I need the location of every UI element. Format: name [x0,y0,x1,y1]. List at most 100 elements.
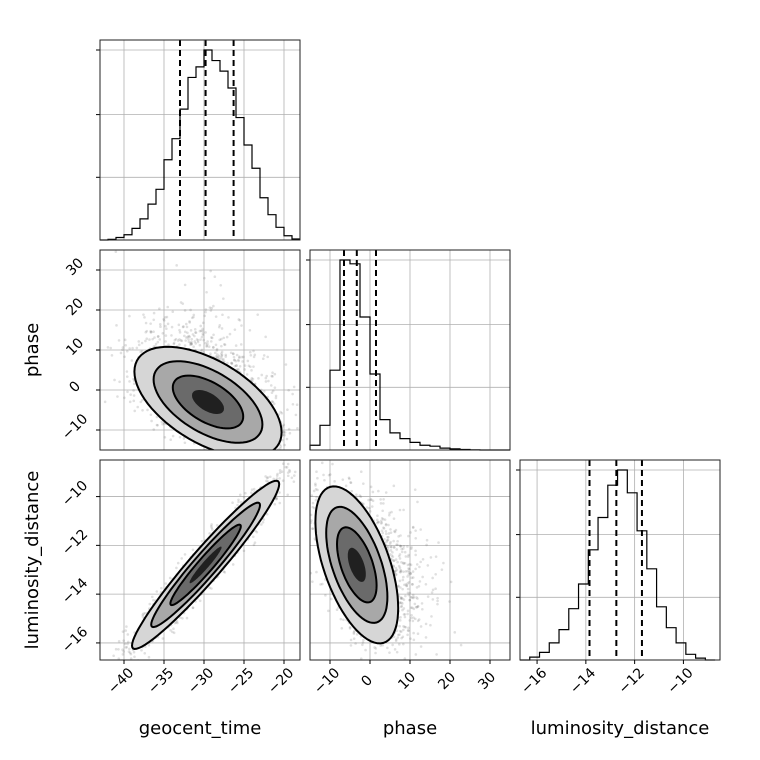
scatter-point [225,335,229,339]
scatter-point [291,402,295,406]
hist-panel-phase [306,249,511,451]
scatter-point [152,428,156,431]
scatter-point [189,308,192,312]
scatter-point [117,661,120,664]
scatter-point [176,621,179,625]
scatter-point [240,324,243,327]
hist-panel-luminosity_distance [516,459,721,661]
scatter-point [143,651,147,655]
scatter-point [234,364,238,368]
scatter-point [220,327,224,330]
scatter-point [152,311,156,315]
scatter-point [128,651,132,655]
scatter-point [201,454,204,457]
scatter-point [128,347,131,350]
scatter-point [281,424,285,428]
scatter-point [194,331,197,334]
scatter-point [271,400,275,404]
scatter-point [161,332,165,335]
scatter-point [177,323,181,327]
scatter-point [282,462,285,466]
scatter-point [161,422,164,426]
scatter-point [125,375,129,378]
scatter-point [270,391,274,395]
scatter-point [149,331,153,334]
scatter-point [124,646,128,649]
scatter-point [178,338,181,341]
scatter-point [140,341,144,345]
scatter-point [262,390,266,393]
scatter-point [260,452,263,455]
scatter-point [183,441,187,445]
scatter-point [231,352,235,355]
scatter-point [256,457,259,460]
hist-frame-geocent_time [99,39,301,241]
scatter-point [137,343,141,347]
scatter-point [280,470,284,474]
scatter-point [222,360,226,363]
scatter-point [256,313,260,316]
hist-frame-phase [309,249,511,451]
scatter-point [215,356,219,359]
scatter-point [237,368,240,371]
scatter-point [304,374,307,377]
scatter-point [236,466,239,469]
scatter-point [266,355,269,359]
scatter-point [215,347,219,351]
scatter-point [184,339,187,342]
scatter-point [193,340,197,343]
scatter-point [217,325,221,329]
scatter-point [233,364,237,368]
scatter-point [235,353,239,357]
scatter-point [142,612,145,615]
scatter-point [127,650,131,653]
scatter-point [152,345,156,348]
scatter-point [158,323,162,326]
scatter-point [264,335,267,339]
scatter-point [151,337,154,341]
scatter-point [128,647,131,651]
scatter-point [251,377,255,381]
scatter-point [266,464,269,467]
scatter-point [279,445,283,448]
scatter-point [153,336,156,339]
scatter-point [110,354,114,357]
scatter-point [275,497,278,501]
scatter-point [204,310,207,314]
scatter-point [232,355,236,359]
density-fill [192,390,224,414]
scatter-point [199,454,202,457]
scatter-point [268,475,272,479]
scatter-point [271,375,274,378]
scatter-point [235,364,238,367]
scatter-point [262,354,266,357]
scatter-point [264,475,267,478]
scatter-point [227,316,230,319]
scatter-point [244,491,247,495]
scatter-point [117,657,121,660]
scatter-point [243,368,247,371]
scatter-point [196,338,200,342]
scatter-point [282,423,286,427]
scatter-point [208,532,211,535]
scatter-point [200,335,204,339]
scatter-point [282,430,286,434]
scatter-point [264,376,268,380]
scatter-point [218,338,222,342]
scatter-point [121,348,124,352]
scatter-point [264,380,268,383]
scatter-point [219,284,223,287]
scatter-point [249,353,253,357]
scatter-point [188,335,191,339]
scatter-point [280,411,284,415]
scatter-point [253,353,257,357]
scatter-point [104,675,107,678]
scatter-point [147,655,151,659]
scatter-point [261,520,265,524]
scatter-point [292,451,295,454]
scatter-point [283,433,286,437]
scatter-point [285,437,289,441]
scatter-point [190,337,194,341]
scatter-point [243,453,246,456]
scatter-point [302,465,305,468]
